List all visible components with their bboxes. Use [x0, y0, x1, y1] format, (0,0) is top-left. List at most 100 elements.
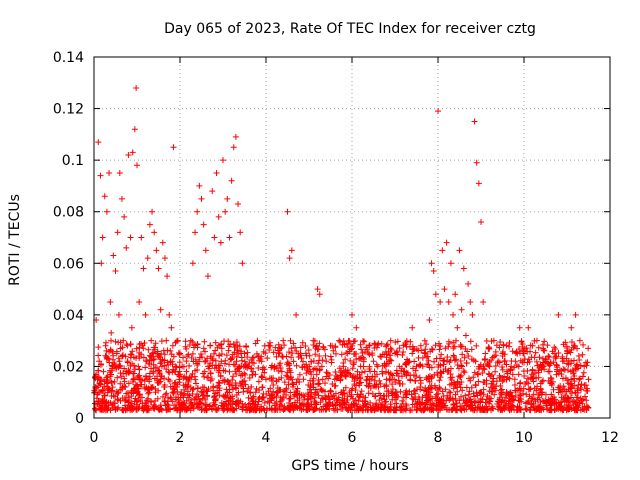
data-point — [445, 367, 452, 374]
data-point — [453, 356, 460, 363]
data-point — [435, 397, 442, 404]
data-point — [99, 234, 106, 241]
data-point — [347, 341, 354, 348]
data-point — [485, 362, 492, 369]
data-point — [122, 396, 129, 403]
data-point — [372, 373, 379, 380]
data-point — [164, 406, 171, 413]
data-point — [226, 361, 233, 368]
data-point — [100, 397, 107, 404]
data-point — [452, 391, 459, 398]
data-point — [271, 363, 278, 370]
data-point — [231, 407, 238, 414]
data-point — [327, 399, 334, 406]
data-point — [446, 358, 453, 365]
data-point — [146, 376, 153, 383]
data-point — [220, 393, 227, 400]
data-point — [543, 399, 550, 406]
data-point — [401, 406, 408, 413]
data-point — [158, 358, 165, 365]
data-point — [161, 255, 168, 262]
data-point — [207, 342, 214, 349]
data-point — [226, 368, 233, 375]
data-point — [293, 362, 300, 369]
data-point — [570, 375, 577, 382]
data-point — [227, 394, 234, 401]
data-point — [103, 208, 110, 215]
data-point — [232, 368, 239, 375]
data-point — [512, 358, 519, 365]
data-point — [204, 273, 211, 280]
data-point — [230, 340, 237, 347]
data-point — [198, 351, 205, 358]
data-point — [487, 398, 494, 405]
data-point — [434, 369, 441, 376]
data-point — [463, 359, 470, 366]
data-point — [110, 252, 117, 259]
data-point — [381, 396, 388, 403]
data-point — [275, 367, 282, 374]
data-point — [145, 390, 152, 397]
data-point — [574, 361, 581, 368]
data-point — [387, 356, 394, 363]
data-point — [253, 350, 260, 357]
data-point — [376, 377, 383, 384]
data-point — [584, 387, 591, 394]
data-point — [156, 368, 163, 375]
data-point — [241, 358, 248, 365]
data-point — [503, 361, 510, 368]
data-point — [157, 402, 164, 409]
data-point — [570, 357, 577, 364]
data-point — [201, 373, 208, 380]
data-point — [157, 405, 164, 412]
data-point — [358, 346, 365, 353]
data-point — [367, 406, 374, 413]
data-point — [505, 405, 512, 412]
data-point — [232, 343, 239, 350]
data-point — [447, 260, 454, 267]
data-point — [305, 399, 312, 406]
data-point — [294, 376, 301, 383]
data-point — [562, 339, 569, 346]
data-point — [556, 384, 563, 391]
data-point — [125, 369, 132, 376]
data-point — [255, 398, 262, 405]
data-point — [227, 401, 234, 408]
data-point — [134, 382, 141, 389]
data-point — [393, 389, 400, 396]
data-point — [356, 371, 363, 378]
data-point — [374, 363, 381, 370]
data-point — [581, 403, 588, 410]
data-point — [537, 380, 544, 387]
data-point — [293, 387, 300, 394]
data-point — [194, 208, 201, 215]
data-point — [372, 341, 379, 348]
data-point — [313, 371, 320, 378]
data-point — [239, 260, 246, 267]
data-point — [250, 368, 257, 375]
data-point — [347, 371, 354, 378]
data-point — [269, 362, 276, 369]
data-point — [152, 389, 159, 396]
data-point — [137, 398, 144, 405]
data-point — [499, 366, 506, 373]
data-point — [157, 306, 164, 313]
data-point — [577, 362, 584, 369]
data-point — [241, 350, 248, 357]
data-point — [334, 374, 341, 381]
data-point — [450, 345, 457, 352]
data-point — [515, 371, 522, 378]
data-point — [419, 363, 426, 370]
data-point — [353, 350, 360, 357]
data-point — [417, 342, 424, 349]
data-point — [278, 353, 285, 360]
data-point — [308, 358, 315, 365]
data-point — [351, 337, 358, 344]
data-point — [442, 345, 449, 352]
data-point — [533, 358, 540, 365]
data-point — [215, 213, 222, 220]
data-point — [367, 384, 374, 391]
data-point — [114, 374, 121, 381]
data-point — [278, 368, 285, 375]
data-point — [273, 353, 280, 360]
